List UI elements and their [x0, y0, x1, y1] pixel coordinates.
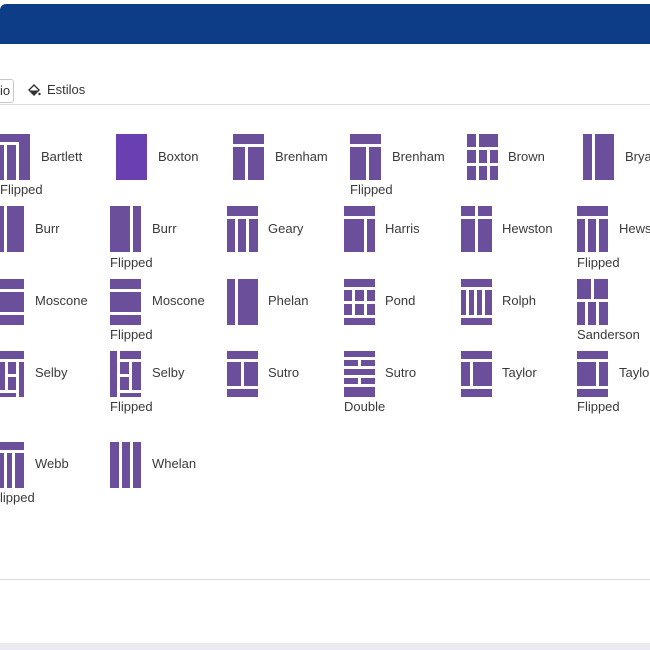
layout-name: Geary: [268, 221, 304, 236]
tab-bar: io Estilos: [0, 76, 650, 105]
layout-thumb-icon: [110, 279, 141, 325]
header-bar: [0, 4, 650, 44]
layout-name: Sutro: [385, 365, 417, 380]
layout-name: Brenham: [275, 149, 328, 164]
tab-estilos-label: Estilos: [47, 82, 86, 97]
layout-variant: Flipped: [350, 182, 393, 197]
layout-name: Sutro: [268, 365, 300, 380]
layout-variant: Flipped: [577, 399, 620, 414]
layout-name: Webb: [35, 456, 69, 471]
layout-thumb-icon: [0, 206, 24, 252]
layout-name: Brya: [625, 149, 650, 164]
layout-thumb-icon: [577, 351, 608, 397]
layout-name: Burr: [35, 221, 60, 236]
layout-name: Harris: [385, 221, 420, 236]
layout-name: Whelan: [152, 456, 197, 471]
layout-thumb-icon: [461, 206, 492, 252]
layout-thumb-icon: [344, 206, 375, 252]
layout-thumb-icon: [227, 206, 258, 252]
layout-thumb-icon: [344, 351, 375, 397]
tab-partial-label: io: [0, 83, 11, 98]
divider: [0, 579, 650, 580]
layout-name: Rolph: [502, 293, 536, 308]
layout-variant: Flipped: [110, 399, 153, 414]
layout-variant: Sanderson: [577, 327, 640, 342]
layout-thumb-icon: [0, 351, 24, 397]
layout-thumb-icon: [461, 279, 492, 325]
layout-name: Selby: [152, 365, 185, 380]
layout-name: Boxton: [158, 149, 199, 164]
footer-bar: [0, 643, 650, 650]
layout-thumb-icon: [116, 134, 147, 180]
layout-name: Bartlett: [41, 149, 83, 164]
layout-thumb-icon: [110, 351, 141, 397]
layout-variant: lipped: [0, 490, 35, 505]
layout-thumb-icon: [0, 279, 24, 325]
layout-thumb-icon: [350, 134, 381, 180]
layout-variant: Double: [344, 399, 386, 414]
layout-thumb-icon: [233, 134, 264, 180]
layout-thumb-icon: [577, 279, 608, 325]
layout-name: Pond: [385, 293, 416, 308]
layout-thumb-icon: [227, 351, 258, 397]
layout-thumb-icon: [577, 206, 608, 252]
layout-variant: Flipped: [0, 182, 43, 197]
layout-name: Taylor: [502, 365, 537, 380]
layout-thumb-icon: [461, 351, 492, 397]
top-strip: [0, 0, 650, 4]
layout-thumb-icon: [583, 134, 614, 180]
layout-thumb-icon: [0, 134, 30, 180]
layout-thumb-icon: [467, 134, 498, 180]
paint-bucket-icon: [28, 84, 41, 96]
layout-name: Moscone: [152, 293, 205, 308]
layout-thumb-icon: [344, 279, 375, 325]
tab-partial[interactable]: io: [0, 79, 15, 103]
layout-name: Brenham: [392, 149, 445, 164]
layout-gallery: Bartlett Flipped Boxton Brenham: [0, 134, 650, 505]
tab-estilos[interactable]: Estilos: [27, 79, 85, 101]
layout-name: Hews: [619, 221, 650, 236]
layout-name: Brown: [508, 149, 545, 164]
layout-name: Phelan: [268, 293, 309, 308]
layout-variant: Flipped: [577, 255, 620, 270]
layout-name: Burr: [152, 221, 177, 236]
layout-variant: Flipped: [110, 327, 153, 342]
layout-name: Hewston: [502, 221, 553, 236]
layout-name: Moscone: [35, 293, 88, 308]
layout-thumb-icon: [227, 279, 258, 325]
layout-thumb-icon: [110, 442, 141, 488]
layout-thumb-icon: [0, 442, 24, 488]
layout-variant: Flipped: [110, 255, 153, 270]
layout-name: Taylor: [619, 365, 650, 380]
layout-thumb-icon: [110, 206, 141, 252]
layout-name: Selby: [35, 365, 68, 380]
